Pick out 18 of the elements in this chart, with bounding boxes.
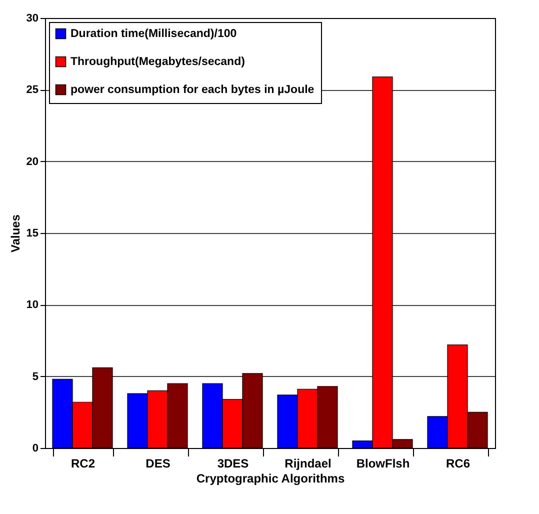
legend-label: Throughput(Megabytes/secand) <box>70 56 246 68</box>
legend-label: Duration time(Millisecand)/100 <box>70 28 237 40</box>
x-tick-label: RC2 <box>70 456 96 470</box>
x-tick-label: BlowFlsh <box>356 456 410 470</box>
x-tick-label: Rijndael <box>284 456 332 470</box>
x-tick-label: DES <box>146 456 170 470</box>
legend-label: power consumption for each bytes in µJoule <box>70 84 314 96</box>
y-axis-title: Values <box>8 214 22 253</box>
y-tick-label: 20 <box>26 156 38 168</box>
x-tick-label: 3DES <box>217 456 249 470</box>
y-tick-label: 30 <box>26 12 38 24</box>
y-tick-label: 0 <box>32 442 38 454</box>
x-axis-title: Cryptographic Algorithms <box>196 472 345 486</box>
x-tick-label: RC6 <box>446 456 470 470</box>
y-tick-label: 5 <box>32 370 38 383</box>
y-tick-label: 15 <box>26 228 38 240</box>
y-tick-label: 25 <box>26 84 38 96</box>
y-tick-label: 10 <box>26 299 38 312</box>
